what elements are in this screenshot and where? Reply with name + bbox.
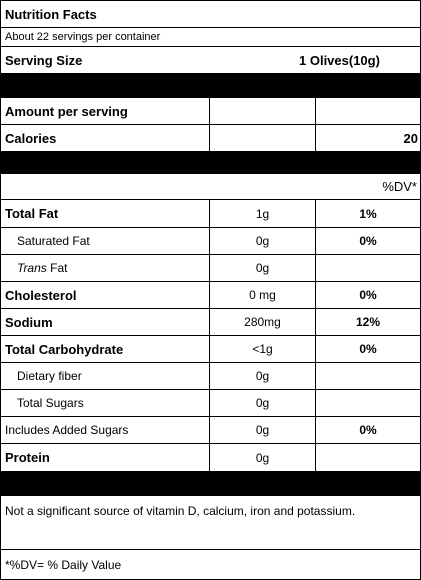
nutrient-row-total-sugars: Total Sugars 0g (1, 390, 420, 417)
nutrient-dv: 1% (315, 200, 420, 227)
nutrient-amount: 280mg (209, 309, 315, 335)
vitamins-footnote-row: Not a significant source of vitamin D, c… (1, 496, 420, 550)
nutrient-dv (315, 444, 420, 471)
nutrient-amount: 0g (209, 444, 315, 471)
nutrient-row-total-fat: Total Fat 1g 1% (1, 200, 420, 228)
nutrient-row-saturated-fat: Saturated Fat 0g 0% (1, 228, 420, 255)
empty-cell (209, 125, 315, 151)
serving-size-value: 1 Olives(10g) (299, 52, 380, 68)
nutrient-amount: 0g (209, 390, 315, 416)
calories-label: Calories (5, 130, 57, 146)
vitamins-footnote: Not a significant source of vitamin D, c… (5, 504, 356, 518)
nutrient-amount: <1g (209, 336, 315, 362)
nutrient-name: Protein (5, 450, 50, 465)
nutrient-dv (315, 363, 420, 389)
title-row: Nutrition Facts (1, 1, 420, 28)
divider-bar (1, 472, 420, 496)
trans-italic: Trans (17, 261, 47, 275)
nutrient-dv (315, 390, 420, 416)
nutrient-dv (315, 255, 420, 281)
serving-size-row: Serving Size 1 Olives(10g) (1, 47, 420, 74)
nutrient-row-trans-fat: Trans Fat 0g (1, 255, 420, 282)
nutrient-dv: 0% (315, 336, 420, 362)
nutrient-dv: 0% (315, 417, 420, 443)
nutrient-name: Total Fat (5, 206, 59, 221)
label-title: Nutrition Facts (5, 6, 97, 22)
nutrient-row-total-carbohydrate: Total Carbohydrate <1g 0% (1, 336, 420, 363)
amount-per-serving-label: Amount per serving (5, 103, 128, 119)
nutrient-row-dietary-fiber: Dietary fiber 0g (1, 363, 420, 390)
nutrient-name: Sodium (5, 314, 53, 330)
nutrient-name: Total Carbohydrate (5, 341, 124, 357)
nutrient-row-sodium: Sodium 280mg 12% (1, 309, 420, 336)
servings-per-container: About 22 servings per container (5, 31, 161, 43)
dv-header: %DV* (382, 179, 417, 194)
nutrient-row-protein: Protein 0g (1, 444, 420, 472)
amount-per-serving-row: Amount per serving (1, 98, 420, 125)
serving-size-label: Serving Size (5, 52, 83, 68)
nutrient-name: Cholesterol (5, 287, 77, 303)
dv-footnote-row: *%DV= % Daily Value (1, 550, 420, 579)
nutrient-name: Saturated Fat (17, 234, 90, 248)
calories-value: 20 (315, 125, 420, 151)
divider-bar (1, 74, 420, 98)
nutrient-name: Trans Fat (1, 255, 209, 281)
nutrient-dv: 0% (315, 228, 420, 254)
nutrient-dv: 12% (315, 309, 420, 335)
nutrient-amount: 0g (209, 417, 315, 443)
servings-row: About 22 servings per container (1, 28, 420, 47)
nutrient-name: Includes Added Sugars (5, 423, 129, 437)
nutrient-amount: 0g (209, 255, 315, 281)
empty-cell (209, 98, 315, 124)
trans-rest: Fat (46, 261, 68, 275)
nutrient-amount: 0g (209, 363, 315, 389)
nutrient-amount: 1g (209, 200, 315, 227)
empty-cell (315, 98, 420, 124)
nutrient-row-added-sugars: Includes Added Sugars 0g 0% (1, 417, 420, 444)
nutrient-row-cholesterol: Cholesterol 0 mg 0% (1, 282, 420, 309)
divider-bar (1, 152, 420, 174)
dv-footnote: *%DV= % Daily Value (5, 557, 122, 572)
dv-header-row: %DV* (1, 174, 420, 200)
calories-row: Calories 20 (1, 125, 420, 152)
nutrient-name: Dietary fiber (17, 369, 82, 383)
nutrient-amount: 0 mg (209, 282, 315, 308)
nutrient-amount: 0g (209, 228, 315, 254)
nutrient-name: Total Sugars (17, 396, 84, 410)
nutrient-dv: 0% (315, 282, 420, 308)
